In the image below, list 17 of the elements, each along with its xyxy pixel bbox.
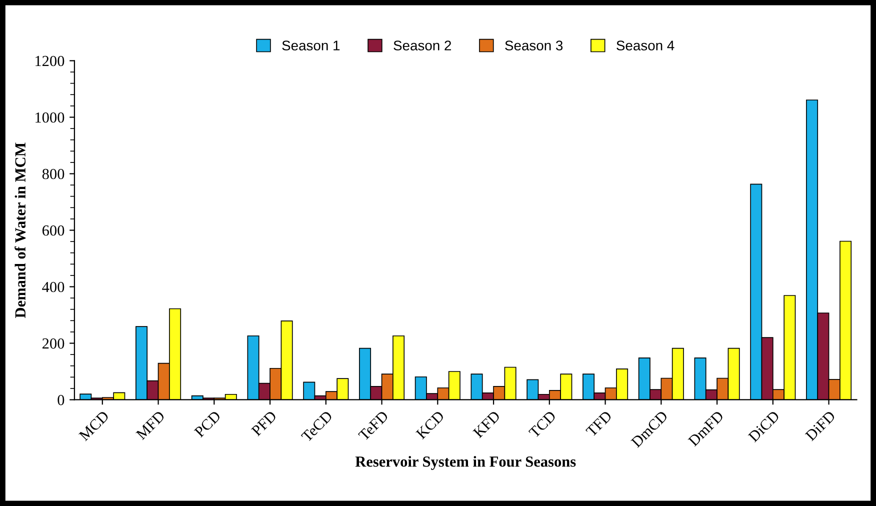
x-tick-label: TCD — [528, 410, 557, 438]
legend-label: Season 4 — [616, 40, 674, 50]
y-tick-label: 1200 — [36, 56, 64, 66]
y-tick-label: 1000 — [36, 112, 64, 123]
x-tick-label: PCD — [194, 410, 222, 438]
y-tick-label: 200 — [42, 338, 64, 349]
x-tick-label: PFD — [250, 410, 278, 436]
y-axis-title: Demand of Water in MCM — [14, 142, 26, 318]
y-tick-label: 800 — [42, 168, 64, 180]
x-tick-label: TFD — [585, 410, 612, 438]
y-tick-label: 0 — [58, 394, 64, 406]
legend-label: Season 1 — [282, 40, 340, 50]
y-tick-label: 600 — [42, 225, 64, 236]
legend-label: Season 2 — [394, 40, 452, 50]
legend-label: Season 3 — [505, 40, 563, 50]
y-tick-label: 400 — [42, 282, 64, 292]
x-axis-title: Reservoir System in Four Seasons — [355, 456, 576, 470]
